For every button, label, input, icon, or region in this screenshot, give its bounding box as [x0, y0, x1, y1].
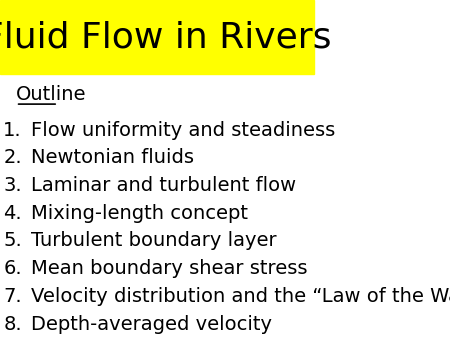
Text: 3.: 3.: [3, 176, 22, 195]
Text: Laminar and turbulent flow: Laminar and turbulent flow: [32, 176, 297, 195]
Text: 5.: 5.: [3, 232, 22, 250]
Text: Newtonian fluids: Newtonian fluids: [32, 148, 194, 167]
Text: Fluid Flow in Rivers: Fluid Flow in Rivers: [0, 20, 331, 54]
Text: Turbulent boundary layer: Turbulent boundary layer: [32, 232, 277, 250]
Text: Depth-averaged velocity: Depth-averaged velocity: [32, 315, 272, 334]
FancyBboxPatch shape: [0, 0, 314, 74]
Text: Velocity distribution and the “Law of the Wall”: Velocity distribution and the “Law of th…: [32, 287, 450, 306]
Text: 7.: 7.: [3, 287, 22, 306]
Text: Mean boundary shear stress: Mean boundary shear stress: [32, 259, 308, 278]
Text: Mixing-length concept: Mixing-length concept: [32, 204, 248, 223]
Text: 8.: 8.: [3, 315, 22, 334]
Text: 6.: 6.: [3, 259, 22, 278]
Text: 1.: 1.: [3, 121, 22, 140]
Text: 4.: 4.: [3, 204, 22, 223]
Text: Outline: Outline: [16, 85, 86, 104]
Text: Flow uniformity and steadiness: Flow uniformity and steadiness: [32, 121, 336, 140]
Text: 2.: 2.: [3, 148, 22, 167]
